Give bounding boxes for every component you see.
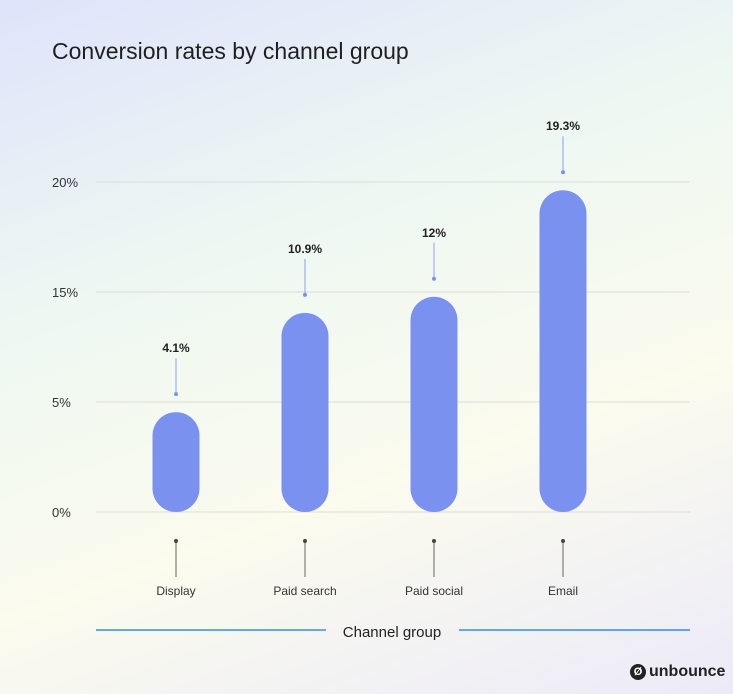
leader-dot bbox=[561, 170, 565, 175]
y-tick-label: 20% bbox=[52, 175, 78, 190]
x-tick-label: Paid social bbox=[405, 584, 463, 598]
y-tick-label: 15% bbox=[52, 285, 78, 300]
bar-display bbox=[152, 412, 200, 512]
data-label: 4.1% bbox=[162, 341, 190, 355]
x-tick-label: Paid search bbox=[273, 584, 336, 598]
y-tick-label: 0% bbox=[52, 505, 71, 520]
x-tick-dot bbox=[174, 539, 178, 543]
bar-email bbox=[539, 190, 587, 512]
x-tick-label: Email bbox=[548, 584, 578, 598]
leader-dot bbox=[174, 392, 178, 397]
chart-title: Conversion rates by channel group bbox=[52, 38, 409, 64]
leader-dot bbox=[432, 276, 436, 281]
bar-paid-search bbox=[281, 312, 329, 512]
data-label: 12% bbox=[422, 226, 446, 240]
x-tick-label: Display bbox=[156, 584, 195, 598]
brand-name: unbounce bbox=[649, 663, 726, 680]
unbounce-logo-icon: Ø bbox=[630, 664, 646, 680]
y-tick-label: 5% bbox=[52, 395, 71, 410]
x-axis-title: Channel group bbox=[343, 624, 441, 641]
x-tick-dot bbox=[432, 539, 436, 543]
data-label: 19.3% bbox=[546, 119, 580, 133]
unbounce-logo: Ø unbounce bbox=[630, 663, 725, 681]
x-tick-dot bbox=[561, 539, 565, 543]
leader-dot bbox=[303, 292, 307, 297]
data-label: 10.9% bbox=[288, 242, 322, 256]
bar-paid-social bbox=[410, 296, 458, 512]
x-tick-dot bbox=[303, 539, 307, 543]
